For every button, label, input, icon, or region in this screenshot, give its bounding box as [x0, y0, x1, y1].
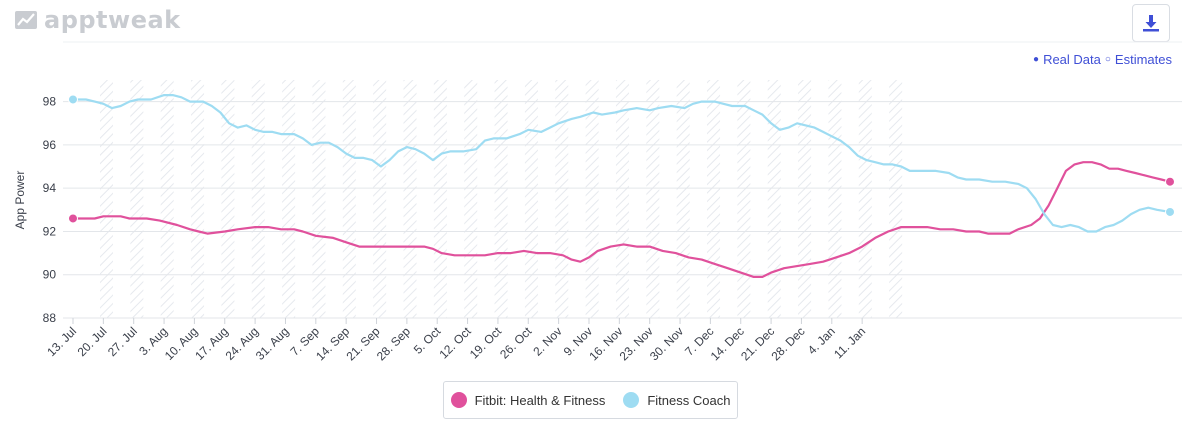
x-tick-label: 13. Jul — [44, 324, 79, 359]
x-tick-label: 2. Nov — [530, 324, 564, 358]
y-tick-label: 88 — [43, 311, 57, 325]
end-point-fitbit[interactable] — [1165, 176, 1175, 187]
weekend-band — [615, 80, 629, 318]
x-tick-label: 20. Jul — [75, 324, 110, 359]
weekend-band — [403, 80, 417, 318]
y-axis-title: App Power — [13, 171, 27, 230]
weekend-band — [100, 80, 113, 318]
weekend-band — [221, 80, 235, 318]
weekend-band — [585, 80, 599, 318]
end-point-fitness-coach[interactable] — [1165, 206, 1175, 217]
weekend-band — [342, 80, 356, 318]
weekend-band — [767, 80, 781, 318]
legend-label-fitbit: Fitbit: Health & Fitness — [474, 392, 606, 408]
weekend-band — [828, 80, 842, 318]
weekend-band — [312, 80, 326, 318]
start-point-fitness-coach[interactable] — [68, 94, 78, 105]
weekend-band — [676, 80, 690, 318]
weekend-band — [191, 80, 205, 318]
weekend-band — [737, 80, 751, 318]
legend-label-fitness-coach: Fitness Coach — [647, 392, 731, 408]
x-tick-label: 11. Jan — [831, 324, 868, 361]
x-tick-label: 26. Oct — [497, 324, 535, 362]
x-tick-label: 28. Dec — [768, 324, 807, 363]
weekend-band — [160, 80, 174, 318]
weekend-band — [373, 80, 387, 318]
x-tick-label: 10. Aug — [162, 324, 201, 363]
estimates-label[interactable]: Estimates — [1114, 52, 1172, 67]
data-type-legend: ● Real Data ○ Estimates — [1033, 52, 1172, 67]
download-button[interactable] — [1132, 4, 1170, 42]
weekend-band — [555, 80, 569, 318]
download-icon — [1143, 15, 1159, 32]
x-tick-label: 31. Aug — [253, 324, 292, 363]
series-line-fitness-coach[interactable] — [73, 93, 1171, 233]
weekend-band — [798, 80, 812, 318]
x-tick-label: 19. Oct — [467, 324, 505, 362]
x-tick-label: 28. Sep — [374, 324, 413, 363]
y-tick-label: 98 — [43, 95, 57, 109]
weekend-band — [130, 80, 144, 318]
real-data-dot: ● — [1033, 54, 1040, 65]
weekend-band — [251, 80, 265, 318]
logo-chart-icon — [15, 11, 37, 29]
x-tick-label: 12. Oct — [436, 324, 474, 362]
weekend-band — [707, 80, 721, 318]
x-tick-label: 30. Nov — [647, 324, 686, 363]
weekend-band — [433, 80, 447, 318]
weekend-band — [646, 80, 660, 318]
x-tick-label: 27. Jul — [105, 324, 140, 359]
x-tick-label: 24. Aug — [223, 324, 262, 363]
weekend-band — [858, 80, 872, 318]
legend-item-fitness-coach[interactable]: Fitness Coach — [623, 392, 730, 408]
legend-swatch-fitbit — [450, 392, 467, 408]
brand-name: apptweak — [44, 6, 181, 34]
weekend-band — [464, 80, 478, 318]
legend-item-fitbit[interactable]: Fitbit: Health & Fitness — [450, 392, 606, 408]
x-tick-label: 17. Aug — [192, 324, 231, 363]
weekend-band — [282, 80, 296, 318]
estimates-dot: ○ — [1104, 54, 1111, 65]
series-line-fitbit[interactable] — [73, 161, 1171, 278]
brand-logo: apptweak — [14, 6, 181, 34]
y-tick-label: 96 — [43, 138, 57, 152]
legend-swatch-fitness-coach — [623, 392, 640, 408]
start-point-fitbit[interactable] — [68, 213, 78, 224]
series-legend: Fitbit: Health & Fitness Fitness Coach — [443, 381, 738, 419]
real-data-label[interactable]: Real Data — [1043, 52, 1101, 67]
weekend-band — [494, 80, 508, 318]
y-tick-label: 92 — [43, 224, 57, 238]
y-tick-label: 90 — [43, 268, 57, 282]
weekend-band — [889, 80, 903, 318]
weekend-band — [524, 80, 538, 318]
y-tick-label: 94 — [43, 181, 57, 195]
